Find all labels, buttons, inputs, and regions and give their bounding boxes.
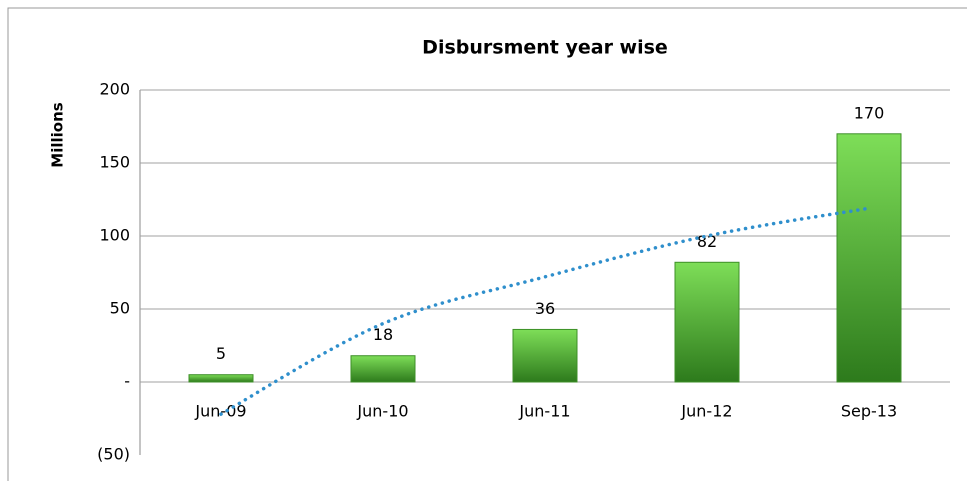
x-tick-label: Sep-13: [841, 402, 897, 421]
bar: [188, 374, 254, 383]
trendline: [219, 206, 871, 416]
x-tick-label: Jun-12: [680, 402, 732, 421]
bar: [512, 328, 578, 383]
value-label: 18: [373, 325, 393, 344]
chart-frame: [7, 7, 967, 485]
value-label: 36: [535, 299, 555, 318]
value-label: 5: [216, 344, 226, 363]
y-tick-label: -: [124, 372, 130, 391]
bar: [836, 133, 902, 383]
bar: [674, 261, 740, 383]
y-tick-label: 150: [99, 153, 130, 172]
value-label: 170: [854, 103, 885, 122]
chart-title: Disbursment year wise: [422, 37, 668, 59]
value-label: 82: [697, 232, 717, 251]
y-tick-label: 50: [110, 299, 130, 318]
x-tick-label: Jun-10: [356, 402, 408, 421]
x-tick-label: Jun-11: [518, 402, 570, 421]
y-tick-label: (50): [97, 445, 130, 464]
y-tick-label: 100: [99, 226, 130, 245]
bar: [350, 355, 416, 383]
y-axis-label: Millions: [49, 102, 67, 167]
y-tick-label: 200: [99, 80, 130, 99]
